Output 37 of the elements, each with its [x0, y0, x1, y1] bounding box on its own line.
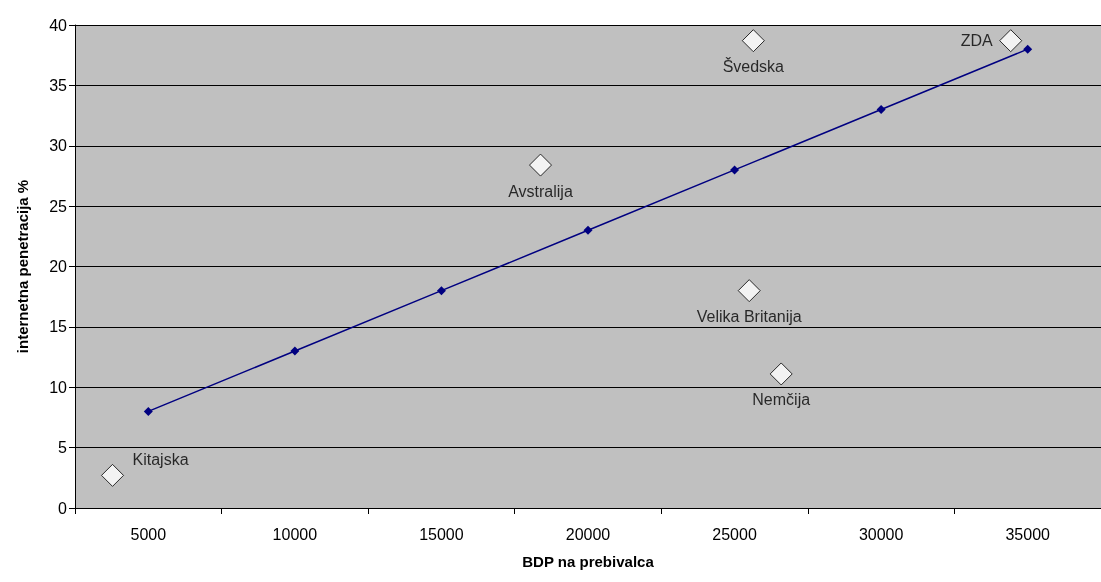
x-tick-label: 30000	[858, 525, 904, 543]
annotation: Švedska	[722, 57, 785, 76]
annotation: Kitajska	[132, 450, 189, 468]
y-tick-label: 35	[49, 76, 68, 94]
x-tick-label: 25000	[712, 525, 757, 543]
y-tick-label: 0	[58, 499, 68, 517]
point	[737, 279, 761, 303]
point	[101, 463, 125, 487]
x-tick-label: 10000	[272, 525, 318, 543]
point	[876, 105, 886, 115]
point	[741, 29, 765, 53]
y-tick-label: 20	[49, 258, 68, 275]
point	[529, 153, 553, 177]
y-tick-label: 25	[49, 197, 68, 215]
y-tick-label: 15	[49, 318, 68, 336]
annotation: Nemčija	[752, 391, 811, 409]
point	[583, 225, 593, 235]
y-tick-label: 10	[49, 378, 68, 396]
annotation: Avstralija	[508, 182, 573, 200]
x-tick-label: 15000	[419, 525, 464, 543]
point	[436, 286, 446, 296]
y-tick-label: 5	[58, 439, 68, 457]
point	[730, 165, 740, 175]
x-tick-label: 35000	[1005, 525, 1051, 543]
y-tick-label: 40	[49, 16, 68, 34]
point	[769, 362, 793, 386]
annotation: ZDA	[960, 32, 994, 50]
annotation: Velika Britanija	[696, 308, 802, 326]
y-tick-label: 30	[49, 137, 68, 155]
point	[1023, 44, 1033, 54]
x-tick-label: 5000	[130, 525, 167, 543]
point	[999, 29, 1023, 53]
y-axis-title: internetna penetracija %	[14, 179, 31, 354]
x-axis-title: BDP na prebivalca	[522, 553, 655, 570]
point	[290, 346, 300, 356]
x-tick-label: 20000	[565, 525, 611, 543]
point	[143, 406, 153, 416]
